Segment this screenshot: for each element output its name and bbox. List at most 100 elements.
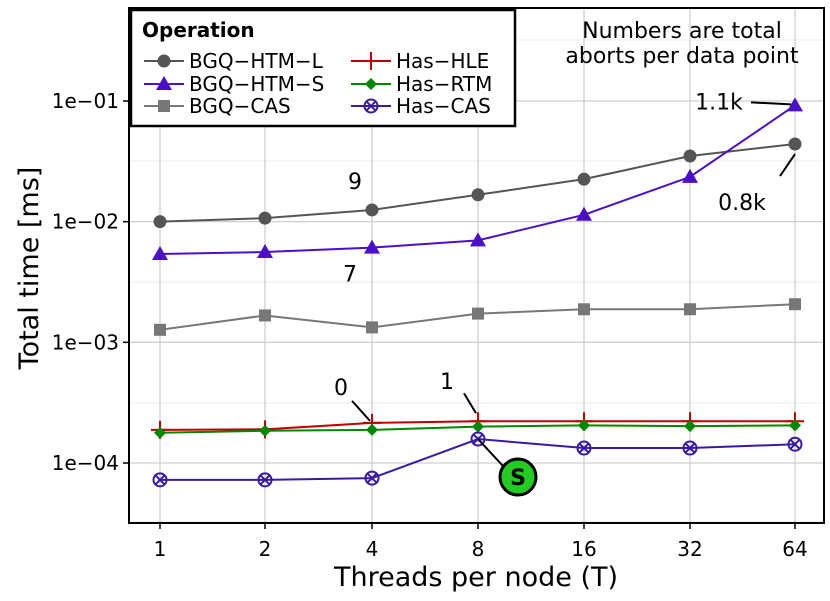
series-0 <box>153 137 802 229</box>
legend-label-1-0: Has−HLE <box>396 49 489 73</box>
x-axis-title: Threads per node (T) <box>333 562 618 593</box>
data-point-1-4 <box>576 206 592 221</box>
annotation-label-2: 1.1k <box>695 90 743 115</box>
x-tick-label-1: 2 <box>259 537 272 561</box>
data-point-5-6-ring <box>787 436 803 452</box>
annotation-leader-2 <box>750 101 792 106</box>
data-point-1-5 <box>682 168 698 183</box>
data-point-0-4 <box>577 172 591 186</box>
series-1 <box>152 97 803 260</box>
legend-key-marker-1-2-cross <box>365 100 377 112</box>
data-point-5-6 <box>787 436 803 452</box>
data-point-2-3 <box>472 307 484 320</box>
note-line-1: aborts per data point <box>565 44 799 69</box>
data-point-1-3 <box>470 232 486 247</box>
data-point-5-4-ring <box>576 440 592 456</box>
legend-key-marker-0-2 <box>158 100 170 112</box>
legend-key-marker-0-1 <box>156 76 172 90</box>
data-point-5-1 <box>257 472 273 488</box>
legend-title: Operation <box>142 18 255 42</box>
annotations-layer: 9 7 1.1k 0.8k 0 1 S <box>334 90 796 497</box>
data-point-2-0 <box>154 323 166 336</box>
y-tick-label-2: 1e−02 <box>52 210 119 234</box>
legend-label-0-1: BGQ−HTM−S <box>189 72 324 96</box>
legend-key-marker-1-0 <box>362 52 380 70</box>
data-point-2-5 <box>684 303 696 316</box>
data-point-1-6 <box>787 97 803 112</box>
data-point-2-4 <box>578 303 590 316</box>
data-point-4-3 <box>472 420 484 433</box>
data-point-4-4 <box>578 419 590 432</box>
data-point-0-1 <box>258 211 272 225</box>
legend-label-0-2: BGQ−CAS <box>189 94 291 118</box>
annotation-label-0: 9 <box>348 170 362 195</box>
x-tick-label-0: 1 <box>154 537 167 561</box>
data-point-2-1 <box>259 309 271 322</box>
data-point-0-5 <box>683 149 697 163</box>
data-point-5-1-ring <box>257 472 273 488</box>
annotation-label-6: S <box>510 466 526 491</box>
data-point-5-5-cross <box>684 442 696 454</box>
annotation-label-1: 7 <box>343 263 357 288</box>
data-point-4-5 <box>684 420 696 433</box>
series-layer <box>151 97 804 488</box>
data-point-5-5-ring <box>682 440 698 456</box>
x-tick-label-5: 32 <box>677 537 702 561</box>
legend-label-1-1: Has−RTM <box>396 72 492 96</box>
legend-key-marker-1-2-ring <box>363 98 379 114</box>
data-point-5-0-ring <box>152 472 168 488</box>
data-point-5-1-cross <box>259 474 271 486</box>
x-axis-ticks: 1 2 4 8 16 32 64 <box>154 523 808 561</box>
annotation-badge-6 <box>498 457 538 497</box>
data-point-0-0 <box>153 215 167 229</box>
data-point-4-2 <box>366 423 378 436</box>
data-point-1-1 <box>257 244 273 259</box>
data-point-1-0 <box>152 245 168 260</box>
legend-key-marker-1-2 <box>363 98 379 114</box>
data-point-5-5 <box>682 440 698 456</box>
data-point-5-4-cross <box>578 442 590 454</box>
note-line-0: Numbers are total <box>582 19 782 44</box>
data-point-0-3 <box>471 188 485 202</box>
series-2 <box>154 298 801 336</box>
data-point-5-2-cross <box>366 472 378 484</box>
data-point-0-2 <box>365 203 379 217</box>
legend-label-0-0: BGQ−HTM−L <box>189 49 324 73</box>
x-tick-label-6: 64 <box>782 537 807 561</box>
annotation-label-4: 0 <box>334 376 348 401</box>
data-point-5-2 <box>364 470 380 486</box>
data-point-5-0 <box>152 472 168 488</box>
annotation-leader-5 <box>463 392 477 414</box>
data-point-4-0 <box>154 426 166 439</box>
x-tick-label-2: 4 <box>366 537 379 561</box>
data-point-2-6 <box>789 298 801 311</box>
legend-key-marker-0-0 <box>157 54 171 68</box>
legend-box <box>129 8 517 128</box>
data-point-4-6 <box>789 419 801 432</box>
annotation-leader-3 <box>779 153 796 177</box>
y-tick-label-0: 1e−04 <box>52 451 119 475</box>
legend-key-marker-1-1 <box>365 78 377 90</box>
annotation-label-5: 1 <box>440 370 454 395</box>
data-point-1-2 <box>364 239 380 254</box>
annotation-leader-6 <box>477 438 505 468</box>
data-point-0-6 <box>788 137 802 151</box>
annotation-label-3: 0.8k <box>718 191 766 216</box>
data-point-4-1 <box>259 424 271 437</box>
plot-panel-border <box>128 7 825 524</box>
y-axis-ticks: 1e−04 1e−03 1e−02 1e−01 <box>52 89 129 475</box>
data-point-5-3-ring <box>470 431 486 447</box>
data-point-5-0-cross <box>154 474 166 486</box>
x-tick-label-3: 8 <box>472 537 485 561</box>
data-point-2-2 <box>366 321 378 334</box>
legend-label-1-2: Has−CAS <box>396 94 491 118</box>
x-tick-label-4: 16 <box>571 537 596 561</box>
y-tick-label-3: 1e−01 <box>52 89 119 113</box>
data-point-5-6-cross <box>789 438 801 450</box>
annotation-leader-4 <box>351 400 371 422</box>
y-tick-label-1: 1e−03 <box>52 330 119 354</box>
series-4 <box>154 419 801 439</box>
